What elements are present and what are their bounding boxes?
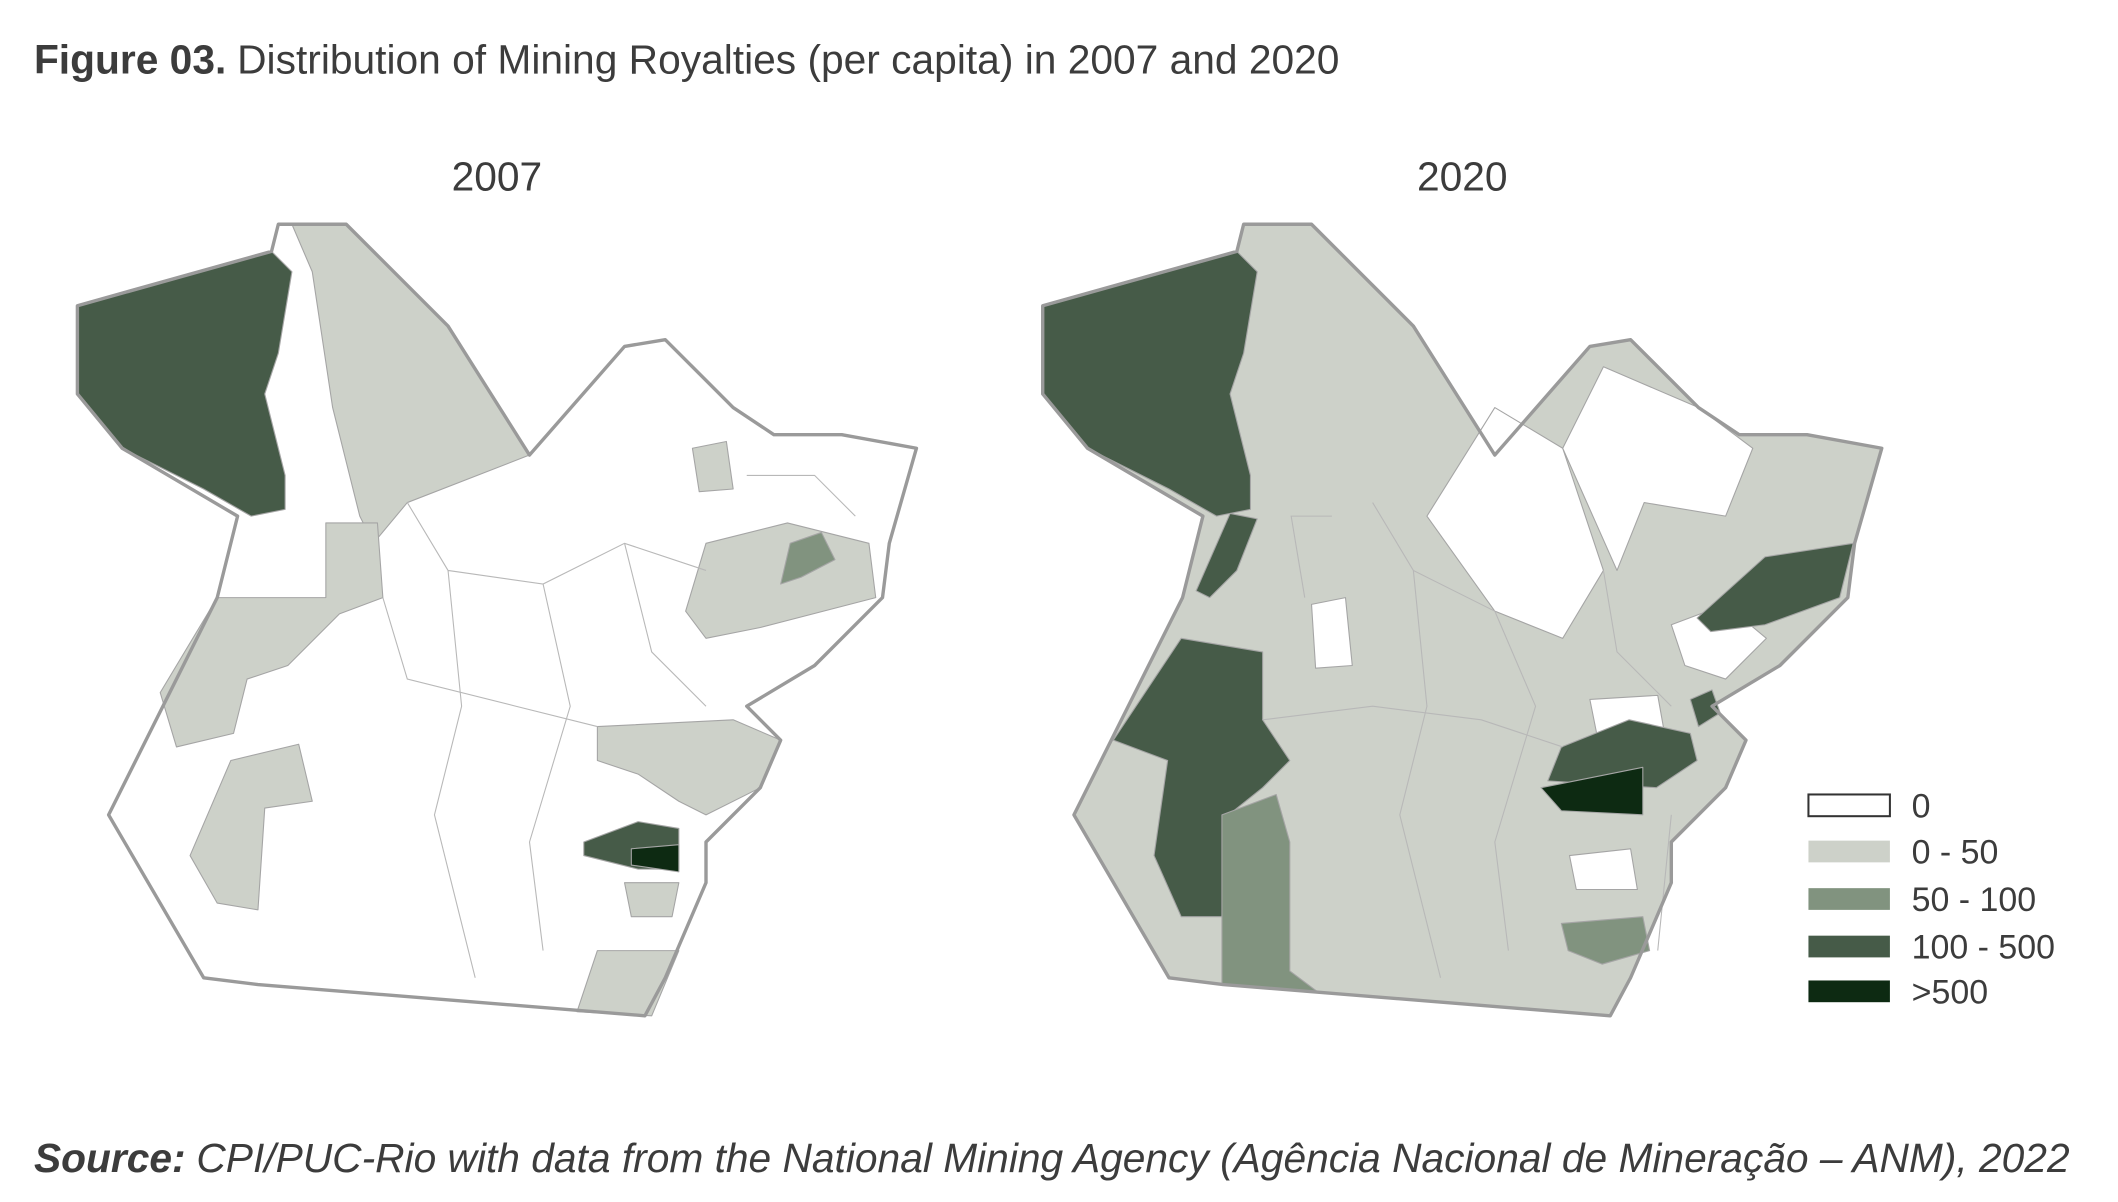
region	[630, 844, 680, 873]
region	[1562, 366, 1754, 571]
region	[1696, 542, 1854, 633]
figure-label: Figure 03.	[34, 37, 226, 83]
legend-swatch	[1807, 793, 1891, 818]
region	[76, 250, 293, 517]
region	[1540, 766, 1644, 816]
legend-label: 0 - 50	[1912, 834, 1999, 872]
region	[623, 882, 680, 918]
region	[189, 743, 313, 911]
region	[1310, 597, 1353, 669]
source-label: Source:	[34, 1135, 186, 1181]
region	[1560, 916, 1651, 965]
source-note: Source: CPI/PUC-Rio with data from the Na…	[34, 1135, 2070, 1181]
legend-swatch	[1808, 935, 1890, 958]
region	[1568, 848, 1638, 891]
source-text: CPI/PUC-Rio with data from the National …	[196, 1135, 2070, 1181]
region	[1042, 250, 1258, 517]
map-2007	[75, 222, 919, 1018]
map-title: 2007	[452, 153, 543, 199]
legend-swatch	[1808, 888, 1890, 910]
legend-label: 0	[1912, 788, 1931, 826]
legend-label: 50 - 100	[1912, 881, 2037, 919]
region	[691, 440, 734, 493]
region	[1195, 512, 1258, 599]
legend: 0 0 - 50 50 - 100 100 - 500 >500	[1807, 788, 2055, 1012]
region	[159, 522, 384, 748]
region	[780, 531, 836, 585]
figure-title: Figure 03. Distribution of Mining Royalti…	[34, 37, 1340, 83]
region	[1547, 719, 1698, 789]
legend-swatch	[1808, 840, 1890, 863]
legend-label: >500	[1912, 974, 1988, 1012]
region	[1112, 637, 1291, 918]
map-title: 2020	[1417, 153, 1508, 199]
map-2020	[1041, 222, 1884, 1018]
legend-swatch	[1808, 980, 1890, 1003]
region	[596, 719, 782, 816]
legend-label: 100 - 500	[1912, 929, 2055, 967]
figure-text: Distribution of Mining Royalties (per ca…	[237, 37, 1339, 83]
